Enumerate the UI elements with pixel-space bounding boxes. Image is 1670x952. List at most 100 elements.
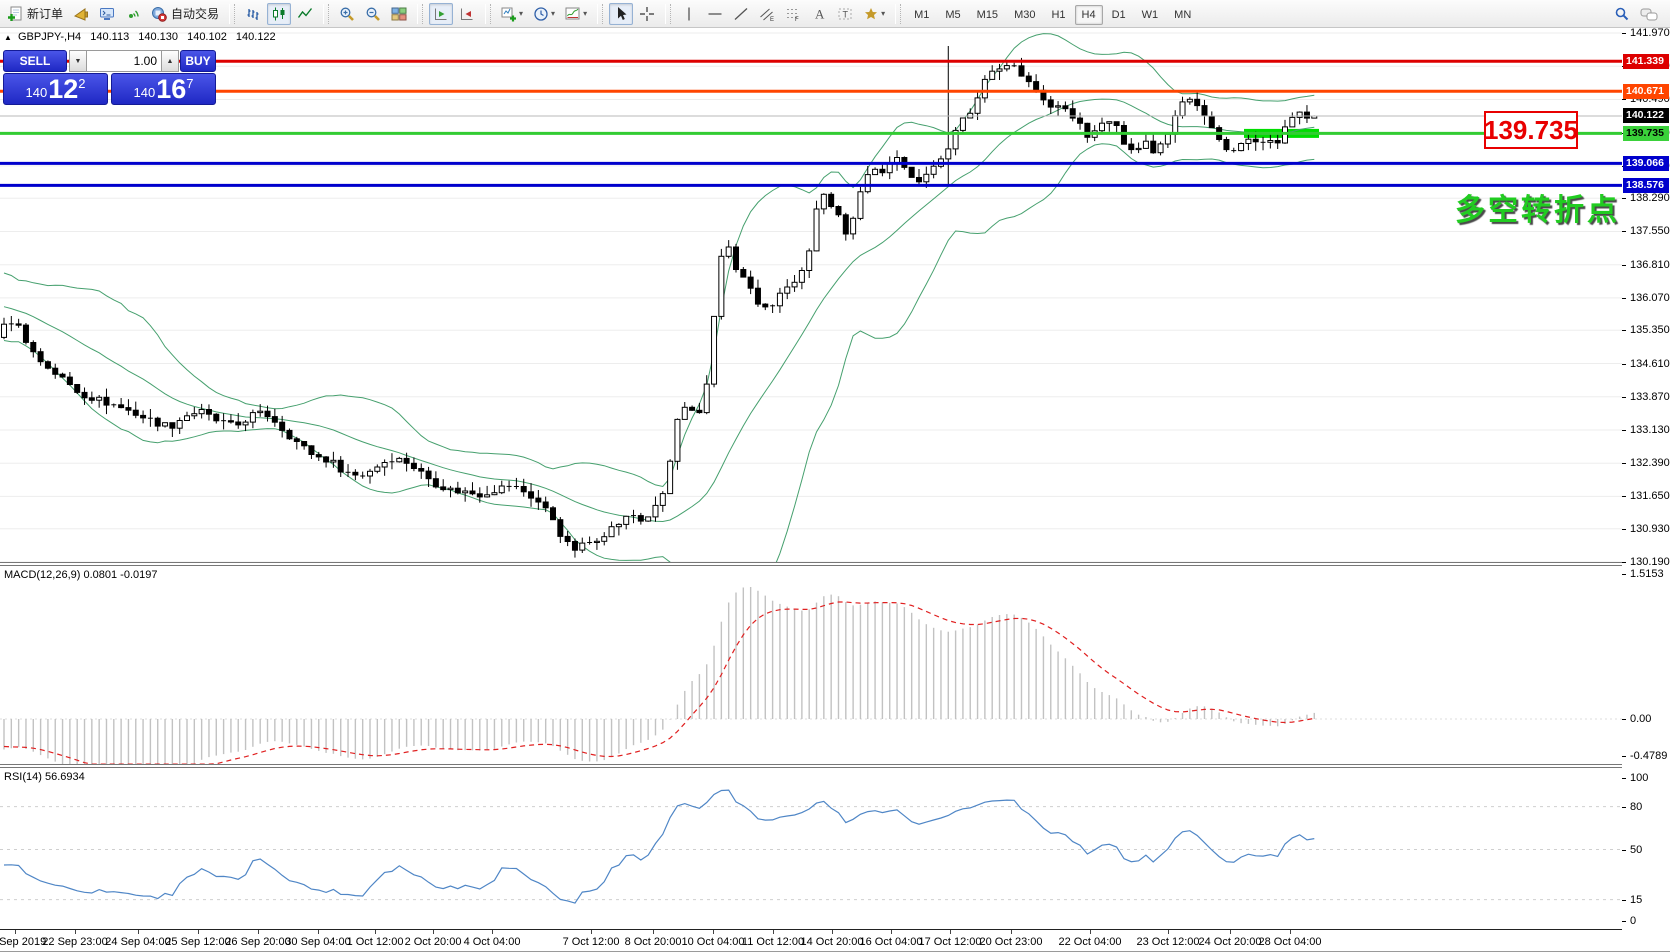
arrows-button[interactable]: ▾ [859, 3, 889, 25]
autotrading-label: 自动交易 [171, 7, 220, 21]
channel-button[interactable]: E [755, 3, 779, 25]
rsi-label: RSI(14) 56.6934 [4, 771, 85, 783]
chart-shift-icon [461, 8, 473, 20]
chat-button[interactable] [1636, 3, 1662, 25]
bar-chart-icon [247, 8, 259, 20]
time-tick-mark [950, 930, 951, 934]
zoom-in-button[interactable] [335, 3, 359, 25]
vertical-line-icon [688, 7, 690, 20]
macd-indicator-chart[interactable] [0, 566, 1622, 764]
text-button[interactable]: A [807, 3, 831, 25]
new-order-button[interactable]: 新订单 [3, 3, 67, 25]
sell-button[interactable]: SELL [3, 50, 67, 72]
line-chart-button[interactable] [293, 3, 317, 25]
tile-windows-icon [391, 7, 407, 20]
timeframe-m5[interactable]: M5 [945, 8, 961, 21]
arrow-objects-icon [865, 7, 878, 19]
panel-resize-separator[interactable] [0, 562, 1670, 566]
candlestick-icon [273, 7, 285, 20]
price-axis[interactable]: 141.970141.230140.490139.750139.010138.2… [1622, 27, 1670, 929]
time-tick-mark [258, 930, 259, 934]
timeframe-m1[interactable]: M1 [914, 8, 930, 21]
bar-chart-button[interactable] [241, 3, 265, 25]
timeframe-m15[interactable]: M15 [976, 8, 999, 21]
buy-price-display[interactable]: 140 16 7 [111, 73, 216, 105]
symbol-info-line: ▲ GBPJPY-,H4 140.113 140.130 140.102 140… [4, 31, 276, 43]
main-price-chart[interactable] [0, 28, 1622, 562]
svg-text:A: A [815, 6, 825, 21]
time-tick-mark [492, 930, 493, 934]
axis-tick-mark [1622, 363, 1626, 365]
sell-price-display[interactable]: 140 12 2 [3, 73, 108, 105]
toolbar-separator [665, 3, 672, 24]
axis-tick-mark [1622, 330, 1626, 332]
zoom-in-icon [340, 7, 354, 21]
horizontal-line-button[interactable] [703, 3, 727, 25]
timeframe-h4[interactable]: H4 [1074, 4, 1103, 25]
zoom-out-button[interactable] [361, 3, 385, 25]
sell-price-main: 12 [48, 74, 79, 104]
time-tick-mark [1230, 930, 1231, 934]
timeframe-d1[interactable]: D1 [1111, 8, 1126, 21]
new-order-label: 新订单 [27, 7, 64, 21]
autoscroll-icon [435, 8, 447, 20]
fibonacci-button[interactable]: F [781, 3, 805, 25]
new-chart-button[interactable]: ▾ [497, 3, 527, 25]
collapse-panel-icon[interactable]: ▲ [4, 33, 12, 42]
time-tick-mark [1011, 930, 1012, 934]
time-tick-mark [1090, 930, 1091, 934]
price-tick-label: 130.190 [1630, 556, 1670, 568]
buy-price-prefix: 140 [133, 85, 156, 100]
market-button[interactable] [69, 3, 93, 25]
tile-windows-button[interactable] [387, 3, 411, 25]
autotrading-icon [152, 6, 167, 22]
signals-button[interactable] [121, 3, 145, 25]
dropdown-caret: ▾ [881, 9, 886, 18]
crosshair-button[interactable] [635, 3, 659, 25]
price-tick-label: 131.650 [1630, 490, 1670, 503]
toolbar-separator [417, 3, 424, 24]
time-label: 2 Oct 20:00 [404, 936, 462, 948]
time-label: 22 Oct 04:00 [1058, 936, 1122, 948]
volume-decrease-button[interactable]: ▼ [69, 50, 87, 72]
metaeditor-button[interactable] [95, 3, 119, 25]
dropdown-caret: ▾ [583, 9, 588, 18]
search-button[interactable] [1610, 3, 1634, 25]
price-tick-label: 141.970 [1630, 27, 1670, 39]
time-label: 17 Oct 12:00 [918, 936, 982, 948]
axis-tick-mark [1622, 562, 1626, 563]
cursor-button[interactable] [609, 2, 634, 25]
time-label: 10 Oct 04:00 [681, 936, 745, 948]
panel-resize-separator[interactable] [0, 764, 1670, 768]
symbol-period-label: GBPJPY-,H4 [17, 31, 82, 43]
buy-button[interactable]: BUY [180, 50, 216, 72]
chart-shift-button[interactable] [455, 3, 479, 25]
time-tick-mark [433, 930, 434, 934]
candlestick-button[interactable] [267, 2, 292, 25]
volume-input[interactable] [87, 50, 161, 72]
volume-increase-button[interactable]: ▲ [161, 50, 179, 72]
template-chart-icon [565, 7, 580, 19]
timeframe-m30[interactable]: M30 [1014, 8, 1036, 21]
toolbar: 新订单 自动交易 [0, 0, 1670, 28]
timeframe-w1[interactable]: W1 [1141, 8, 1159, 21]
periods-button[interactable]: ▾ [529, 3, 559, 25]
trendline-icon [734, 7, 748, 20]
vertical-line-button[interactable] [677, 3, 701, 25]
time-label: 16 Oct 04:00 [859, 936, 923, 948]
templates-button[interactable]: ▾ [561, 3, 591, 25]
price-tick-label: 133.870 [1630, 390, 1670, 403]
time-tick-mark [15, 930, 16, 934]
buy-price-main: 16 [156, 74, 187, 104]
time-label: 30 Sep 04:00 [285, 936, 351, 948]
text-label-icon: T [838, 8, 852, 19]
timeframe-h1[interactable]: H1 [1051, 8, 1066, 21]
text-label-button[interactable]: T [833, 3, 857, 25]
autoscroll-button[interactable] [429, 2, 454, 25]
cursor-icon [618, 6, 627, 20]
timeframe-mn[interactable]: MN [1174, 8, 1192, 21]
autotrading-button[interactable]: 自动交易 [147, 3, 223, 25]
trendline-button[interactable] [729, 3, 753, 25]
rsi-indicator-chart[interactable] [0, 768, 1622, 929]
